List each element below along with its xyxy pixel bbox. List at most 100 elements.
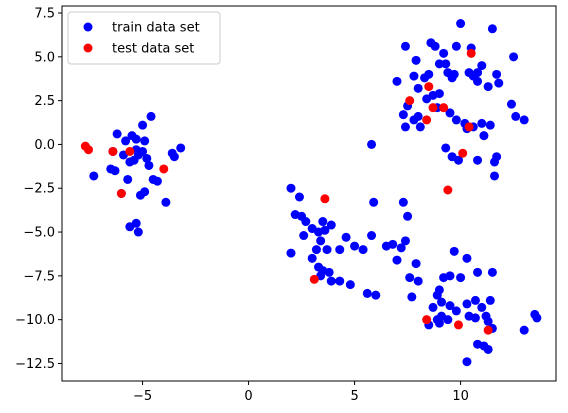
data-point [473,68,483,78]
data-point [294,192,304,202]
data-point [439,48,449,58]
y-tick-label: 2.5 [34,94,55,109]
data-point [398,110,408,120]
data-point [388,239,398,249]
data-point [121,136,131,146]
y-tick-label: 5.0 [34,50,55,65]
y-axis: −12.5 −10.0 −7.5 −5.0 −2.5 0.0 2.5 5.0 7.5 [15,7,62,372]
data-point [108,146,118,156]
data-point [324,267,334,277]
data-point [411,55,421,65]
data-point [511,111,521,121]
data-point [367,231,377,241]
data-point [490,157,500,167]
data-point [451,115,461,125]
data-point [341,232,351,242]
data-point [307,253,317,263]
data-point [335,245,345,255]
data-point [358,245,368,255]
data-point [437,311,447,321]
data-point [322,245,332,255]
data-point [422,315,432,325]
x-axis: −5 0 5 10 [133,381,469,404]
data-point [473,155,483,165]
data-point [473,76,483,86]
data-point [144,160,154,170]
data-point [445,108,455,118]
data-point [398,197,408,207]
data-point [311,245,321,255]
data-point [405,96,415,106]
data-point [403,211,413,221]
data-point [301,217,311,227]
data-point [430,41,440,51]
data-point [449,69,459,79]
data-points-layer [80,19,542,367]
data-point [458,148,468,158]
data-point [371,290,381,300]
data-point [451,41,461,51]
data-point [362,288,372,298]
data-point [509,52,519,62]
legend: train data set test data set [67,11,221,65]
data-point [138,120,148,130]
data-point [161,197,171,207]
data-point [413,276,423,286]
data-point [413,83,423,93]
data-point [432,290,442,300]
data-point [131,134,141,144]
data-point [506,99,516,109]
y-tick-label: 7.5 [34,7,55,22]
data-point [396,243,406,253]
data-point [392,76,402,86]
data-point [123,174,133,184]
data-point [413,111,423,121]
data-point [415,122,425,132]
data-point [453,155,463,165]
data-point [477,302,487,312]
x-tick-label: 10 [452,389,469,404]
data-point [462,299,472,309]
data-point [470,313,480,323]
data-point [140,136,150,146]
data-point [487,24,497,34]
data-point [445,301,455,311]
data-point [411,259,421,269]
data-point [84,145,94,155]
data-point [477,118,487,128]
data-point [494,78,504,88]
y-tick-label: −12.5 [15,357,55,372]
legend-marker [83,22,93,32]
data-point [519,115,529,125]
data-point [316,236,326,246]
y-tick-label: −7.5 [23,269,55,284]
data-point [441,59,451,69]
data-point [449,246,459,256]
plot-frame [61,5,557,382]
data-point [428,90,438,100]
data-point [466,48,476,58]
y-tick-label: 0.0 [34,138,55,153]
legend-label: train data set [112,21,200,36]
data-point [405,273,415,283]
data-point [443,185,453,195]
data-point [131,218,141,228]
data-point [335,276,345,286]
data-point [441,143,451,153]
data-point [392,255,402,265]
data-point [485,295,495,305]
y-tick-label: −5.0 [23,226,55,241]
data-point [367,139,377,149]
data-point [400,41,410,51]
data-point [309,274,319,284]
data-point [483,82,493,92]
data-point [477,61,487,71]
y-tick-label: −10.0 [15,313,55,328]
data-point [532,313,542,323]
y-tick-label: −2.5 [23,182,55,197]
data-point [320,225,330,235]
x-tick-label: 0 [244,389,252,404]
data-point [451,306,461,316]
data-point [169,152,179,162]
